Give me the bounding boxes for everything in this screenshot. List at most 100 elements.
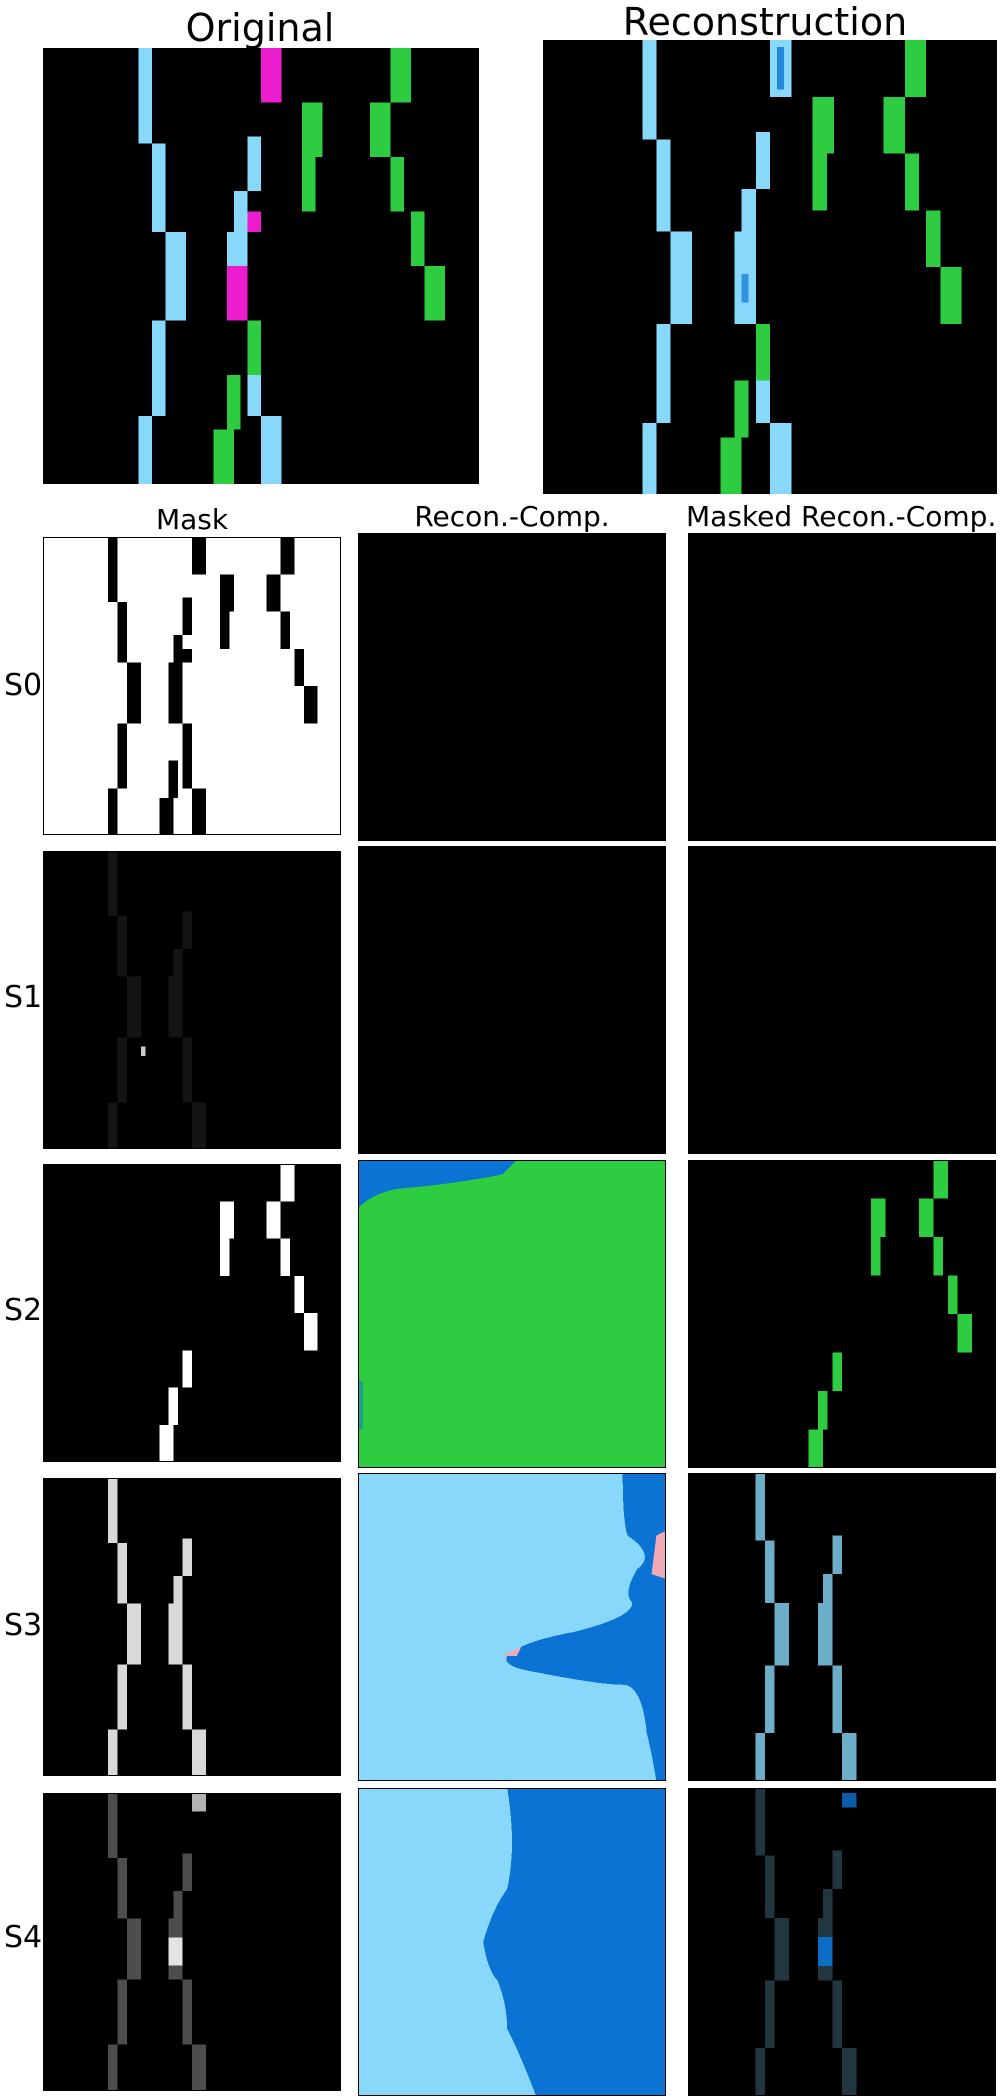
mask-stripe — [182, 723, 192, 761]
recon-comp-s2 — [358, 1160, 666, 1468]
original-title: Original — [185, 6, 335, 50]
mask-stripe — [219, 611, 230, 649]
panel-border — [358, 1160, 666, 1468]
cyan-object — [774, 1602, 790, 1666]
blue-region — [358, 1381, 363, 1430]
mask-s4 — [43, 1793, 341, 2091]
mask-s2 — [43, 1164, 341, 1462]
mask-stripe — [182, 1538, 192, 1576]
mask-stripe — [182, 1853, 192, 1891]
recon-comp-column-title: Recon.-Comp. — [414, 500, 610, 533]
mask-stripe — [192, 1729, 206, 1776]
cyan-object — [247, 136, 261, 192]
green-object — [904, 40, 927, 97]
mask-stripe — [192, 537, 206, 575]
cyan-object — [152, 320, 166, 416]
slot-label-s4: S4 — [4, 1920, 43, 1955]
mask-column-title: Mask — [155, 503, 229, 536]
mask-stripe — [108, 537, 118, 603]
mask-stripe — [266, 1201, 281, 1239]
faint-mask-trace — [117, 1037, 127, 1103]
cyan-object — [670, 231, 692, 324]
mask-stripe — [182, 597, 192, 635]
recon-comp-s3 — [358, 1473, 666, 1781]
panel-background — [43, 1793, 341, 2091]
cyan-object — [765, 1980, 775, 2048]
green-object — [390, 48, 411, 103]
mask-stripe — [126, 662, 141, 724]
mask-stripe — [192, 1793, 206, 1812]
mask-stripe — [219, 1201, 234, 1239]
original-image — [43, 48, 479, 484]
mask-speck — [140, 1046, 146, 1056]
panel-border — [43, 851, 341, 1149]
cyan-object — [138, 48, 152, 144]
mask-stripe — [168, 1937, 183, 1966]
green-object — [720, 437, 742, 494]
green-object — [870, 1237, 881, 1276]
mask-stripe — [192, 788, 206, 835]
cyan-object — [642, 40, 657, 140]
mask-stripe — [294, 1275, 304, 1313]
cyan-object — [770, 423, 792, 494]
mask-stripe — [108, 1729, 118, 1776]
faint-mask-trace — [182, 911, 192, 949]
cyan-object — [842, 1732, 857, 1781]
mask-stripe — [117, 1858, 127, 1919]
faint-mask-trace — [182, 1037, 192, 1103]
cyan-object — [832, 1535, 842, 1575]
panel-background — [43, 851, 341, 1149]
cyan-object — [642, 423, 657, 494]
mask-stripe — [173, 1890, 183, 1919]
mask-s0 — [43, 537, 341, 835]
panel-border — [358, 1473, 666, 1781]
mask-stripe — [117, 1979, 127, 2045]
panel-background — [358, 533, 666, 841]
panel-background — [358, 846, 666, 1154]
mask-stripe — [117, 1664, 127, 1730]
masked-recon-comp-s1 — [688, 846, 996, 1154]
slot-label-s3: S3 — [4, 1608, 43, 1643]
green-object — [734, 380, 749, 438]
recon-comp-s0 — [358, 533, 666, 841]
cyan-object — [832, 1665, 842, 1733]
green-object — [832, 1352, 842, 1391]
blue-artifact — [741, 274, 749, 303]
cyan-object — [765, 1855, 775, 1918]
mask-stripe — [159, 797, 174, 835]
green-object — [370, 102, 391, 157]
blue-region — [358, 1160, 517, 1209]
mask-stripe — [173, 1575, 183, 1604]
recon-comp-s1 — [358, 846, 666, 1154]
mask-stripe — [168, 686, 183, 724]
green-object — [926, 210, 941, 267]
magenta-object — [226, 266, 248, 321]
cyan-object — [822, 1574, 833, 1603]
mask-stripe — [126, 1603, 141, 1665]
green-object — [817, 1391, 828, 1430]
faint-mask-trace — [108, 851, 118, 917]
mask-stripe — [182, 1979, 192, 2045]
mask-stripe — [168, 760, 179, 798]
green-object — [247, 320, 261, 375]
mask-stripe — [219, 574, 234, 612]
cyan-object — [656, 139, 671, 232]
masked-recon-comp-s3 — [688, 1473, 996, 1781]
masked-recon-comp-s2 — [688, 1160, 996, 1468]
mask-stripe — [126, 1918, 141, 1980]
green-object — [870, 1198, 886, 1237]
green-object — [301, 157, 316, 212]
green-object — [812, 153, 827, 211]
pink-region — [502, 1646, 522, 1656]
mask-stripe — [108, 2044, 118, 2091]
cyan-object — [755, 1788, 765, 1856]
panel-background — [688, 846, 996, 1154]
panel-border — [688, 533, 996, 841]
mask-stripe — [280, 537, 295, 575]
panel-background — [43, 1164, 341, 1462]
mask-stripe — [117, 1543, 127, 1604]
panel-border — [688, 1788, 996, 2096]
reconstruction-image — [543, 40, 997, 494]
magenta-object — [247, 211, 261, 232]
mask-stripe — [117, 723, 127, 789]
